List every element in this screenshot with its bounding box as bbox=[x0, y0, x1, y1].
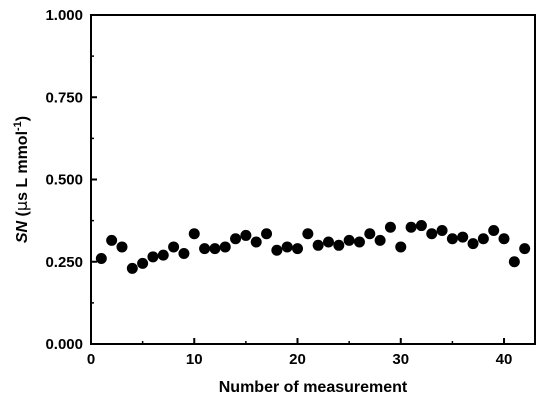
data-point bbox=[322, 236, 334, 248]
data-point bbox=[116, 241, 128, 253]
data-point bbox=[395, 241, 407, 253]
y-axis-title: SN (μs L mmol-1) bbox=[12, 116, 31, 243]
data-point bbox=[199, 243, 211, 255]
data-point bbox=[498, 233, 510, 245]
plot-frame bbox=[90, 14, 536, 345]
data-point bbox=[426, 228, 438, 240]
data-point bbox=[384, 221, 396, 233]
data-point bbox=[374, 234, 386, 246]
y-axis-title-open: ( bbox=[14, 210, 31, 220]
y-tick-label: 1.000 bbox=[45, 7, 83, 24]
y-axis-title-unit: s L mmol bbox=[14, 131, 31, 201]
data-point bbox=[219, 241, 231, 253]
data-point bbox=[230, 233, 242, 245]
y-tick-label: 0.250 bbox=[45, 254, 83, 271]
data-point bbox=[343, 234, 355, 246]
data-points bbox=[95, 220, 531, 274]
data-point bbox=[137, 257, 149, 269]
data-point bbox=[457, 231, 469, 243]
y-axis-title-symbol: SN bbox=[14, 220, 31, 243]
x-tick-label: 20 bbox=[289, 351, 306, 368]
data-point bbox=[467, 238, 479, 250]
data-point bbox=[405, 221, 417, 233]
data-point bbox=[436, 224, 448, 236]
x-tick-label: 40 bbox=[496, 351, 513, 368]
data-point bbox=[95, 252, 107, 264]
data-point bbox=[302, 228, 314, 240]
data-point bbox=[508, 256, 520, 268]
x-tick-label: 0 bbox=[87, 351, 95, 368]
data-point bbox=[477, 233, 489, 245]
y-axis-title-close: ) bbox=[14, 116, 31, 121]
data-point bbox=[147, 251, 159, 263]
y-axis-title-superscript: -1 bbox=[12, 121, 24, 131]
y-tick-label: 0.000 bbox=[45, 336, 83, 353]
data-point bbox=[281, 241, 293, 253]
data-point bbox=[415, 220, 427, 232]
y-axis-ticks: 0.000 0.250 0.500 0.750 1.000 bbox=[45, 7, 97, 353]
data-point bbox=[488, 224, 500, 236]
data-point bbox=[446, 233, 458, 245]
data-point bbox=[250, 236, 262, 248]
y-tick-label: 0.750 bbox=[45, 89, 83, 106]
data-point bbox=[178, 248, 190, 260]
y-tick-label: 0.500 bbox=[45, 172, 83, 189]
x-axis-title: Number of measurement bbox=[219, 379, 408, 396]
data-point bbox=[312, 239, 324, 251]
data-point bbox=[106, 234, 118, 246]
data-point bbox=[333, 239, 345, 251]
data-point bbox=[353, 236, 365, 248]
data-point bbox=[364, 228, 376, 240]
data-point bbox=[292, 243, 304, 255]
data-point bbox=[188, 228, 200, 240]
x-tick-label: 30 bbox=[392, 351, 409, 368]
data-point bbox=[209, 243, 221, 255]
data-point bbox=[240, 229, 252, 241]
x-axis-ticks: 0 10 20 30 40 bbox=[87, 338, 513, 368]
y-axis-title-mu: μ bbox=[12, 201, 31, 211]
data-point bbox=[271, 244, 283, 256]
data-point bbox=[168, 241, 180, 253]
data-point bbox=[261, 228, 273, 240]
data-point bbox=[157, 249, 169, 261]
data-point bbox=[126, 262, 138, 274]
x-tick-label: 10 bbox=[186, 351, 203, 368]
data-point bbox=[519, 243, 531, 255]
